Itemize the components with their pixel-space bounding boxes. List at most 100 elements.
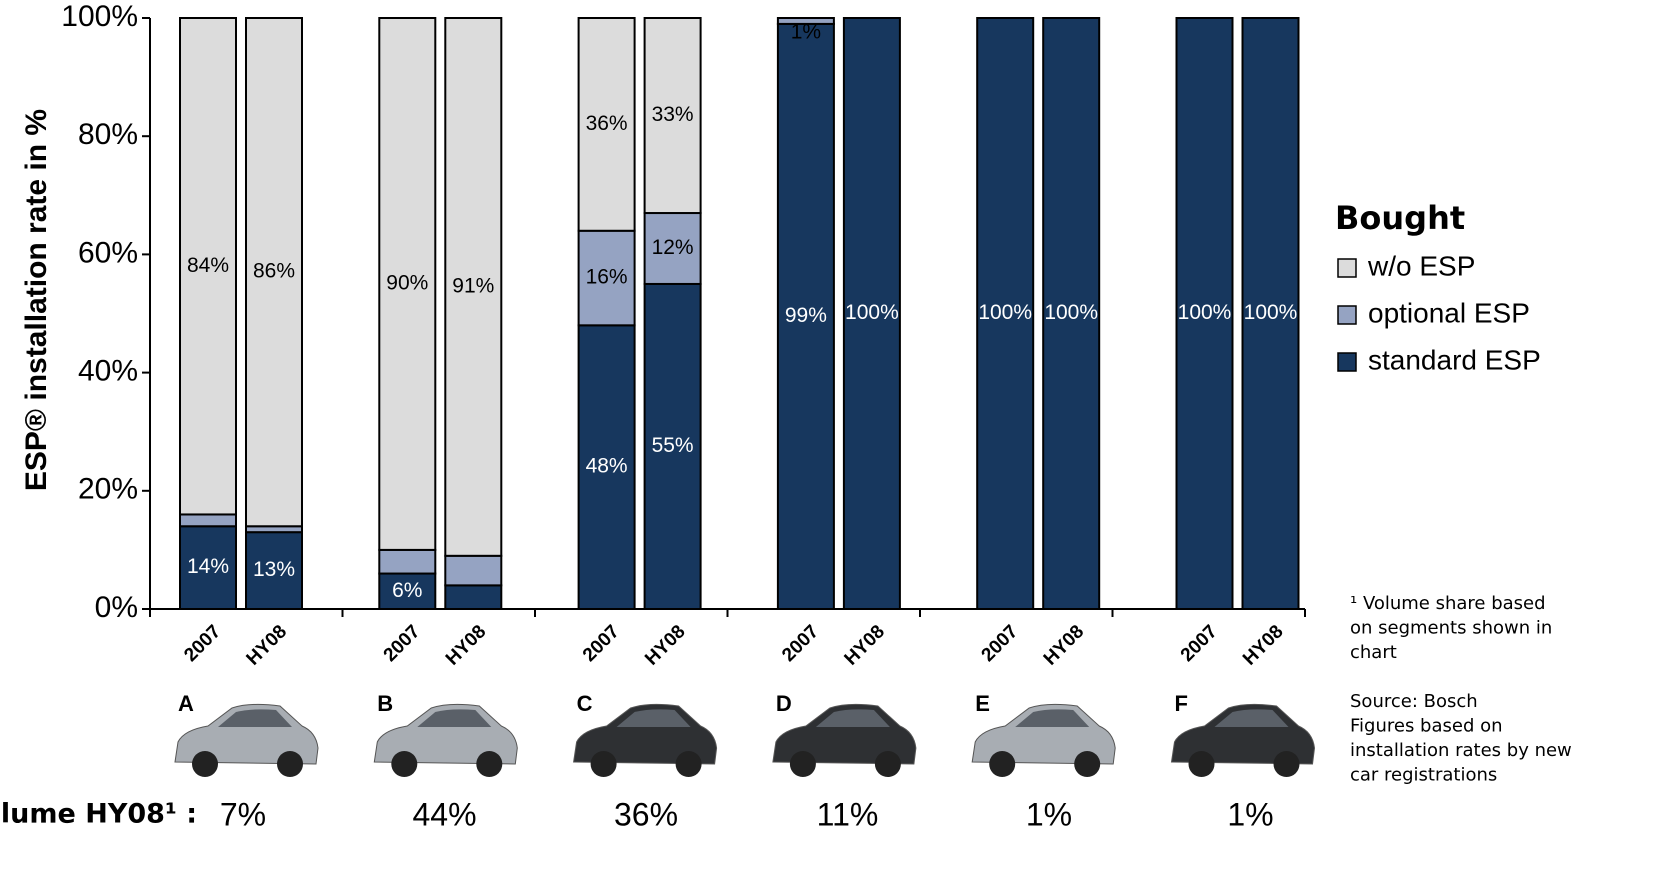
value-label: 100% xyxy=(1044,301,1098,324)
bar-segment xyxy=(245,17,303,528)
bar-segment xyxy=(444,17,503,557)
bar-segment xyxy=(1175,17,1234,610)
car-wheel xyxy=(1273,751,1300,777)
x-tick-label: HY08 xyxy=(641,621,689,669)
value-label: 36% xyxy=(586,112,628,135)
legend-swatch xyxy=(1337,352,1357,372)
x-tick-label: 2007 xyxy=(1177,621,1222,666)
volume-label: 11% xyxy=(817,796,879,832)
x-tick-label: HY08 xyxy=(1239,621,1287,669)
car-wheel xyxy=(277,751,303,777)
x-tick-label: HY08 xyxy=(841,621,889,669)
bar-segment xyxy=(179,525,237,611)
value-label: 100% xyxy=(1244,301,1298,324)
legend-label: standard ESP xyxy=(1368,344,1541,375)
bar-segment xyxy=(577,17,636,232)
x-tick-label: 2007 xyxy=(978,621,1023,666)
value-label: 91% xyxy=(452,274,494,297)
value-label: 84% xyxy=(187,254,229,277)
car-image xyxy=(174,703,319,777)
bar-segment xyxy=(643,282,702,610)
bar-segment xyxy=(245,531,303,610)
value-label: 33% xyxy=(652,103,694,126)
footnote: ¹ Volume share based xyxy=(1350,593,1546,614)
value-label: 100% xyxy=(1178,301,1232,324)
value-label: 100% xyxy=(845,301,899,324)
car-wheel xyxy=(1188,751,1215,777)
bar-segment xyxy=(643,17,702,215)
value-label: 55% xyxy=(652,434,694,457)
y-tick-label: 100% xyxy=(61,0,138,33)
value-label: 13% xyxy=(253,558,295,581)
car-wheel xyxy=(989,751,1016,777)
car-image xyxy=(772,703,917,777)
car-window xyxy=(218,709,292,727)
value-label: 100% xyxy=(978,301,1032,324)
bar-segment xyxy=(444,554,503,587)
bar-segment xyxy=(976,17,1035,610)
group-label: B xyxy=(377,691,393,716)
x-tick-label: HY08 xyxy=(1040,621,1088,669)
volume-label: 1% xyxy=(1227,796,1273,832)
bar-segment xyxy=(1241,17,1300,610)
bar-segment xyxy=(179,17,237,516)
x-tick-label: 2007 xyxy=(579,621,624,666)
car-wheel xyxy=(1074,751,1101,777)
value-label: 12% xyxy=(652,236,694,259)
footnote: car registrations xyxy=(1350,765,1497,786)
footnote: on segments shown in xyxy=(1350,618,1552,639)
car-wheel xyxy=(590,751,617,777)
x-tick-label: 2007 xyxy=(180,621,225,666)
bar-segment xyxy=(776,22,835,611)
car-wheel xyxy=(391,751,418,777)
legend-swatch xyxy=(1337,305,1357,325)
y-tick-label: 60% xyxy=(78,236,138,269)
bar-segment xyxy=(577,324,636,610)
y-tick-label: 80% xyxy=(78,118,138,151)
bar-segment xyxy=(179,513,237,528)
legend-swatch xyxy=(1337,258,1357,278)
volume-title: Volume HY08¹ : xyxy=(0,799,197,830)
x-tick-label: HY08 xyxy=(243,621,291,669)
car-window xyxy=(616,709,691,727)
footnote: chart xyxy=(1350,642,1397,663)
group-label: F xyxy=(1175,691,1188,716)
car-image xyxy=(1170,703,1316,777)
bar-segment xyxy=(643,212,702,285)
x-tick-label: 2007 xyxy=(778,621,823,666)
footnote: installation rates by new xyxy=(1350,740,1572,761)
car-wheel xyxy=(476,751,503,777)
car-window xyxy=(417,709,492,727)
bar-segment xyxy=(378,548,437,575)
value-label: 1% xyxy=(791,21,821,44)
bar-segment xyxy=(842,17,901,610)
group-label: E xyxy=(975,691,990,716)
bar-segment xyxy=(378,572,437,610)
y-tick-label: 20% xyxy=(78,473,138,506)
value-label: 99% xyxy=(785,304,827,327)
car-wheel xyxy=(675,751,702,777)
bar-segment xyxy=(444,584,503,610)
value-label: 90% xyxy=(386,271,428,294)
car-window xyxy=(1015,709,1090,727)
volume-label: 1% xyxy=(1026,796,1072,832)
car-wheel xyxy=(789,751,816,777)
bar-segment xyxy=(577,229,636,327)
bar-segment xyxy=(776,17,835,25)
y-tick-label: 40% xyxy=(78,355,138,388)
volume-label: 7% xyxy=(220,796,266,832)
group-label: D xyxy=(776,691,792,716)
group-label: A xyxy=(178,691,194,716)
value-label: 6% xyxy=(392,579,422,602)
bar-segment xyxy=(1042,17,1101,610)
bar-segment xyxy=(378,17,437,551)
x-tick-label: 2007 xyxy=(380,621,425,666)
car-window xyxy=(815,709,890,727)
car-image xyxy=(971,703,1116,777)
car-image xyxy=(373,703,518,777)
y-axis-label: ESP® installation rate in % xyxy=(20,109,53,491)
legend-label: optional ESP xyxy=(1368,297,1530,328)
volume-label: 44% xyxy=(412,796,476,832)
x-tick-label: HY08 xyxy=(442,621,490,669)
